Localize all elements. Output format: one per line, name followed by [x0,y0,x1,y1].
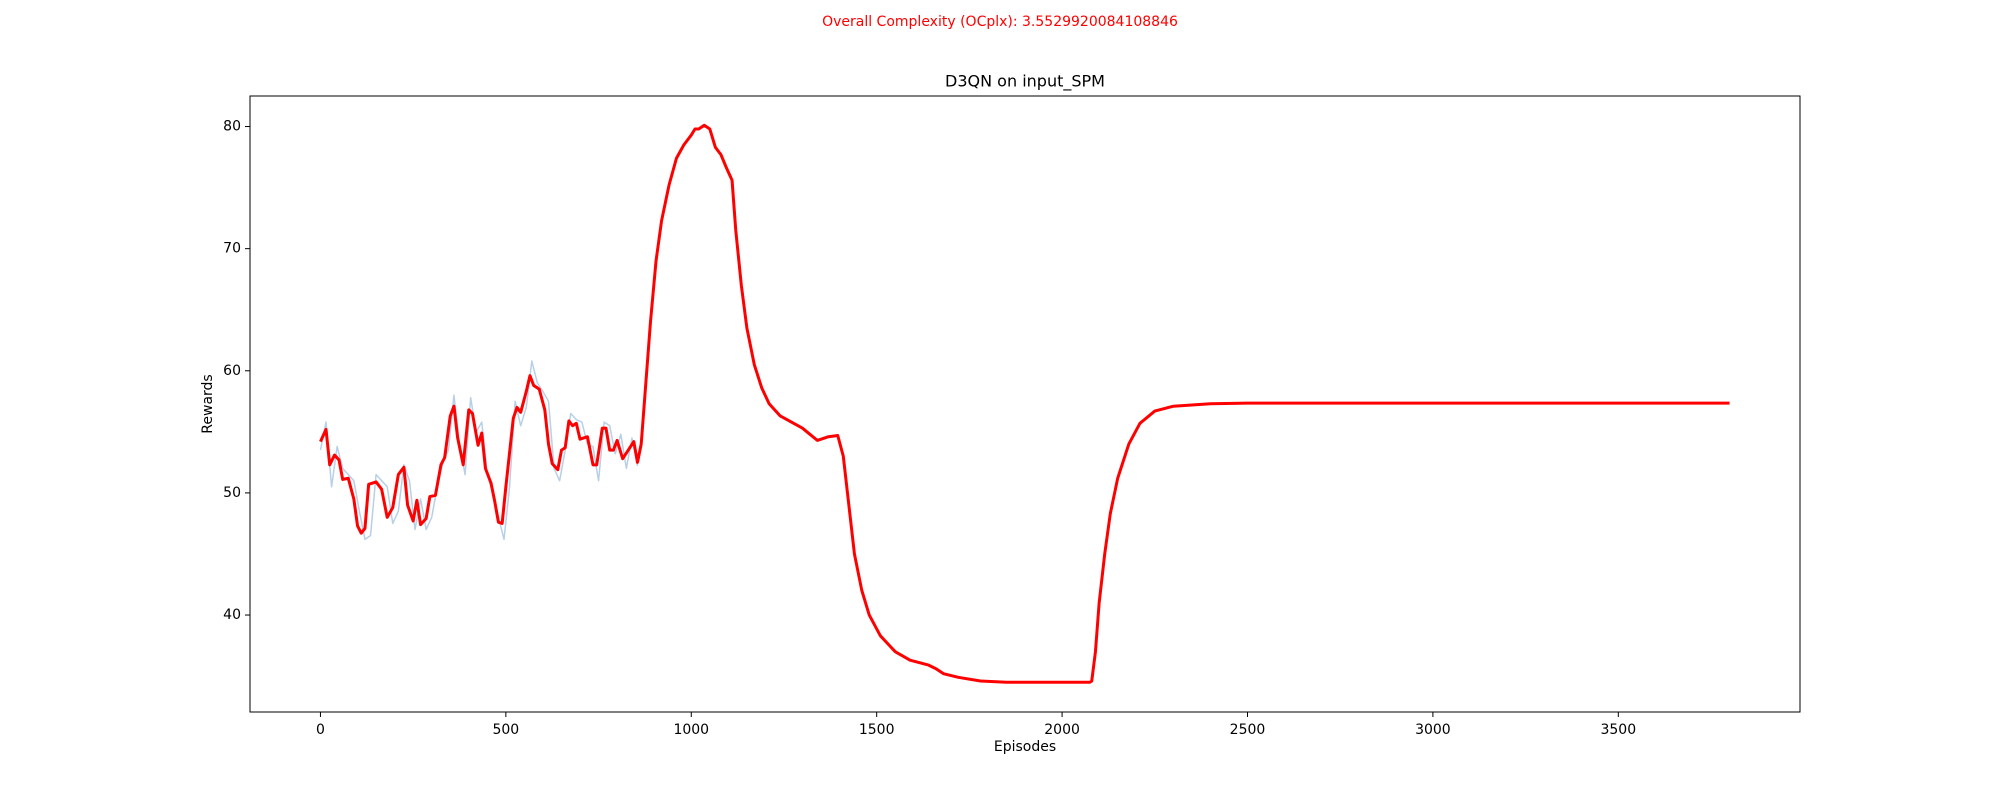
x-tick-label: 1500 [859,722,895,738]
series-line [319,123,1730,684]
series-line [319,360,639,541]
chart-title: D3QN on input_SPM [945,72,1105,92]
y-axis-label: Rewards [200,374,216,433]
y-tick-label: 80 [223,119,241,135]
x-tick-label: 2000 [1044,722,1080,738]
x-tick-label: 2500 [1230,722,1266,738]
x-tick-label: 1000 [673,722,709,738]
x-tick-label: 3500 [1600,722,1636,738]
x-tick-label: 500 [492,722,519,738]
y-tick-label: 70 [223,241,241,257]
x-axis-label: Episodes [994,739,1056,755]
x-tick-label: 0 [316,722,325,738]
y-tick-label: 60 [223,363,241,379]
y-tick-label: 40 [223,607,241,623]
suptitle: Overall Complexity (OCplx): 3.5529920084… [822,14,1178,30]
y-tick-label: 50 [223,485,241,501]
plot-frame [249,95,1801,713]
x-tick-label: 3000 [1415,722,1451,738]
